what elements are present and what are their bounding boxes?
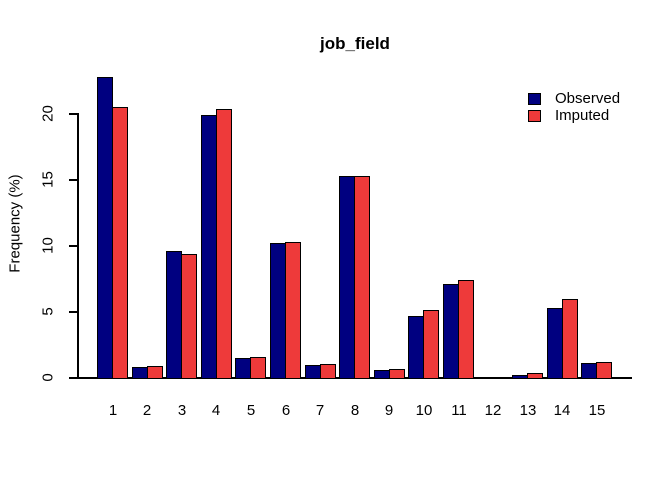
y-tick-label-10: 10 xyxy=(39,237,57,254)
y-axis-tick-15 xyxy=(69,179,78,181)
bar-observed-5 xyxy=(235,358,251,379)
x-tick-label-8: 8 xyxy=(350,402,360,419)
x-tick-label-9: 9 xyxy=(384,402,394,419)
x-tick-label-12: 12 xyxy=(484,402,502,419)
chart-title: job_field xyxy=(320,34,390,53)
x-tick-label-6: 6 xyxy=(281,402,291,419)
bar-observed-12 xyxy=(478,377,494,379)
bar-imputed-6 xyxy=(285,242,301,379)
x-tick-label-5: 5 xyxy=(246,402,256,419)
bar-imputed-4 xyxy=(216,109,232,379)
y-axis-tick-5 xyxy=(69,311,78,313)
y-tick-label-5: 5 xyxy=(39,307,57,316)
y-tick-label-15: 15 xyxy=(39,171,57,188)
bar-imputed-1 xyxy=(112,107,128,379)
y-tick-label-20: 20 xyxy=(39,105,57,122)
bar-imputed-5 xyxy=(250,357,266,379)
bar-imputed-12 xyxy=(493,377,509,379)
x-tick-label-15: 15 xyxy=(588,402,606,419)
legend: Observed Imputed xyxy=(528,90,620,124)
x-tick-label-11: 11 xyxy=(451,402,467,419)
legend-label-imputed: Imputed xyxy=(555,107,610,124)
x-tick-label-2: 2 xyxy=(142,402,152,419)
y-axis-label: Frequency (%) xyxy=(6,174,24,273)
x-tick-label-1: 1 xyxy=(108,402,118,419)
bar-observed-8 xyxy=(339,176,355,379)
bar-imputed-8 xyxy=(354,176,370,379)
bar-observed-3 xyxy=(166,251,182,379)
x-tick-label-4: 4 xyxy=(211,402,221,419)
bar-imputed-13 xyxy=(527,373,543,379)
bar-observed-6 xyxy=(270,243,286,379)
imputed-swatch xyxy=(528,109,541,122)
legend-item-observed: Observed xyxy=(528,90,620,107)
bar-imputed-15 xyxy=(596,362,612,379)
bar-observed-13 xyxy=(512,375,528,379)
y-axis-tick-10 xyxy=(69,245,78,247)
bar-imputed-9 xyxy=(389,369,405,379)
x-tick-label-7: 7 xyxy=(315,402,325,419)
legend-label-observed: Observed xyxy=(555,90,621,107)
bar-imputed-7 xyxy=(320,364,336,379)
legend-item-imputed: Imputed xyxy=(528,107,620,124)
bar-observed-2 xyxy=(132,367,148,379)
x-tick-label-3: 3 xyxy=(177,402,187,419)
bar-observed-14 xyxy=(547,308,563,379)
bar-imputed-11 xyxy=(458,280,474,379)
y-axis-tick-0 xyxy=(69,377,78,379)
observed-swatch xyxy=(528,92,541,105)
bar-observed-1 xyxy=(97,77,113,379)
y-axis-line xyxy=(77,113,79,379)
x-tick-label-13: 13 xyxy=(519,402,537,419)
bar-imputed-14 xyxy=(562,299,578,379)
x-tick-label-10: 10 xyxy=(415,402,433,419)
y-axis-tick-20 xyxy=(69,113,78,115)
bar-observed-4 xyxy=(201,115,217,379)
x-tick-label-14: 14 xyxy=(553,402,571,419)
y-tick-label-0: 0 xyxy=(39,373,57,382)
bar-observed-11 xyxy=(443,284,459,379)
bar-observed-15 xyxy=(581,363,597,379)
bar-observed-9 xyxy=(374,370,390,379)
bar-observed-10 xyxy=(408,316,424,379)
bar-observed-7 xyxy=(305,365,321,379)
bar-imputed-3 xyxy=(181,254,197,379)
bar-imputed-10 xyxy=(423,310,439,379)
bar-imputed-2 xyxy=(147,366,163,379)
